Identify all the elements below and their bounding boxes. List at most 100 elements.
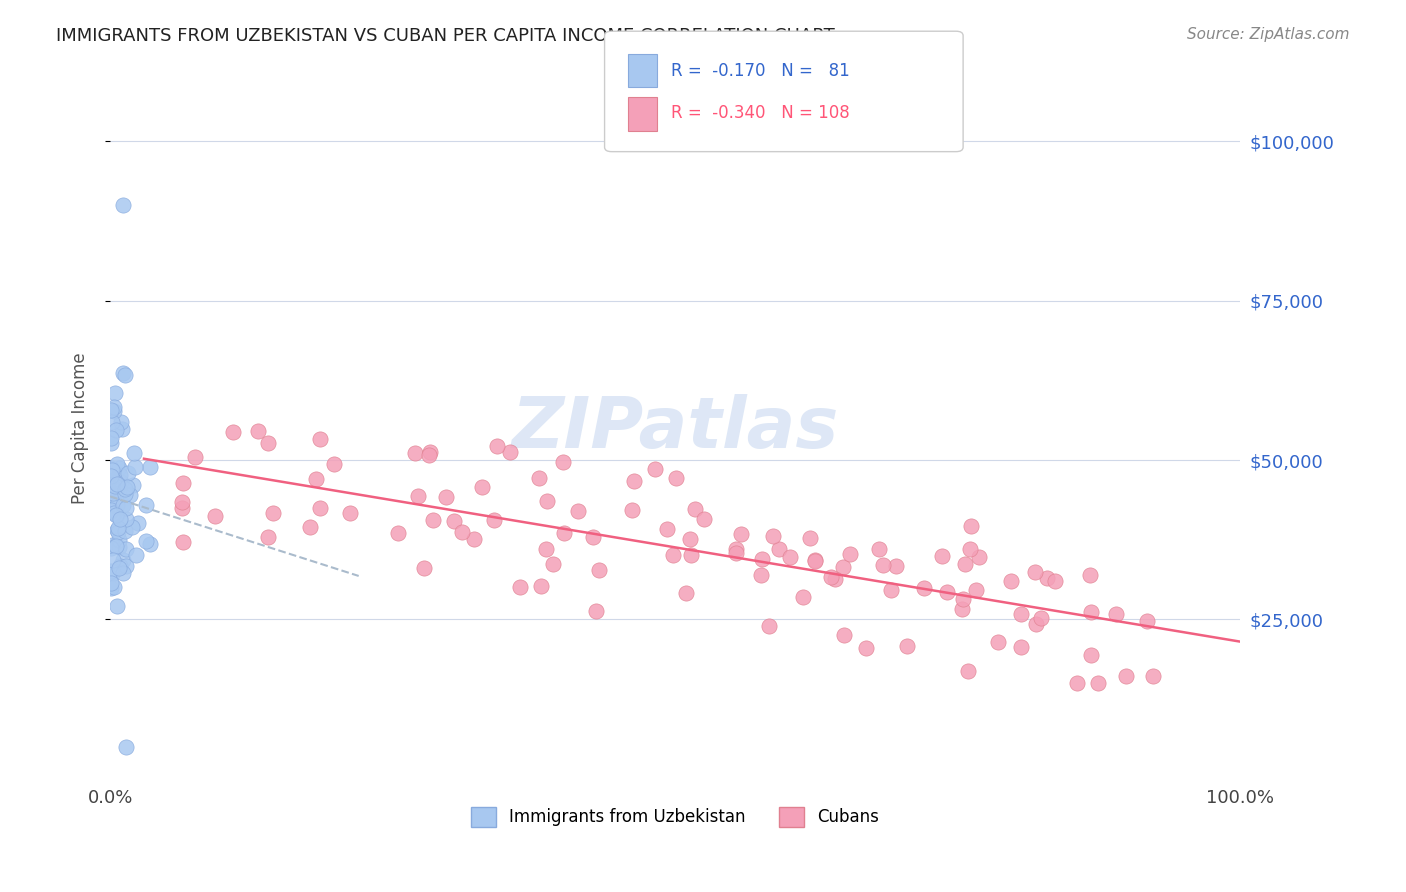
Point bbox=[108, 483, 131, 497]
Point bbox=[100, 504, 122, 518]
Point bbox=[111, 366, 134, 380]
Point bbox=[960, 519, 983, 533]
Point bbox=[257, 530, 280, 544]
Point bbox=[262, 506, 284, 520]
Point bbox=[114, 368, 136, 383]
Point bbox=[884, 558, 907, 573]
Point bbox=[751, 552, 773, 566]
Point bbox=[107, 521, 129, 535]
Point bbox=[172, 500, 194, 515]
Point bbox=[114, 524, 136, 538]
Point bbox=[105, 458, 128, 472]
Point bbox=[896, 640, 918, 654]
Point bbox=[536, 542, 558, 557]
Point bbox=[108, 558, 131, 573]
Point bbox=[100, 431, 122, 445]
Point bbox=[543, 557, 565, 571]
Point bbox=[101, 481, 124, 495]
Point bbox=[527, 470, 550, 484]
Point bbox=[105, 599, 128, 613]
Point bbox=[100, 564, 122, 578]
Point bbox=[463, 532, 485, 546]
Point bbox=[121, 478, 143, 492]
Point bbox=[820, 570, 842, 584]
Point bbox=[112, 566, 135, 581]
Point bbox=[115, 558, 138, 573]
Point bbox=[536, 494, 558, 508]
Point bbox=[101, 567, 124, 582]
Point bbox=[139, 537, 162, 551]
Point bbox=[114, 483, 136, 497]
Point bbox=[100, 435, 122, 450]
Point bbox=[105, 478, 128, 492]
Point bbox=[387, 525, 409, 540]
Point bbox=[482, 513, 505, 527]
Point bbox=[952, 591, 974, 606]
Point bbox=[644, 462, 666, 476]
Point bbox=[103, 474, 125, 488]
Point bbox=[115, 480, 138, 494]
Point bbox=[172, 535, 194, 549]
Point bbox=[100, 469, 122, 483]
Point bbox=[184, 450, 207, 464]
Point bbox=[257, 436, 280, 450]
Point bbox=[1080, 648, 1102, 663]
Point bbox=[1104, 607, 1126, 622]
Point bbox=[322, 457, 344, 471]
Point bbox=[100, 502, 122, 516]
Point bbox=[105, 476, 128, 491]
Point bbox=[108, 512, 131, 526]
Point bbox=[104, 539, 127, 553]
Point bbox=[956, 664, 979, 678]
Point bbox=[675, 586, 697, 600]
Point bbox=[931, 549, 953, 563]
Point bbox=[418, 448, 440, 462]
Point bbox=[105, 523, 128, 537]
Point bbox=[138, 459, 160, 474]
Point bbox=[832, 560, 855, 574]
Point bbox=[124, 460, 146, 475]
Point bbox=[127, 516, 149, 531]
Point bbox=[100, 460, 122, 475]
Point bbox=[105, 475, 128, 489]
Point bbox=[118, 488, 141, 502]
Point bbox=[135, 498, 157, 512]
Point bbox=[103, 403, 125, 417]
Point bbox=[693, 512, 716, 526]
Point bbox=[1115, 668, 1137, 682]
Point bbox=[406, 489, 429, 503]
Point bbox=[108, 541, 131, 555]
Text: R =  -0.340   N = 108: R = -0.340 N = 108 bbox=[671, 104, 849, 122]
Point bbox=[418, 444, 440, 458]
Point bbox=[792, 590, 814, 604]
Point bbox=[103, 506, 125, 520]
Point bbox=[567, 504, 589, 518]
Point bbox=[1080, 605, 1102, 619]
Text: Source: ZipAtlas.com: Source: ZipAtlas.com bbox=[1187, 27, 1350, 42]
Point bbox=[872, 558, 894, 573]
Point bbox=[499, 445, 522, 459]
Point bbox=[1024, 565, 1046, 579]
Point bbox=[1010, 607, 1032, 621]
Point bbox=[299, 520, 322, 534]
Point bbox=[678, 532, 700, 546]
Point bbox=[799, 532, 821, 546]
Point bbox=[103, 479, 125, 493]
Point bbox=[100, 415, 122, 429]
Point bbox=[100, 403, 122, 417]
Point bbox=[1087, 676, 1109, 690]
Point bbox=[443, 514, 465, 528]
Y-axis label: Per Capita Income: Per Capita Income bbox=[72, 352, 89, 504]
Point bbox=[779, 550, 801, 565]
Point bbox=[1025, 617, 1047, 632]
Point bbox=[103, 580, 125, 594]
Point bbox=[451, 525, 474, 540]
Point bbox=[553, 526, 575, 541]
Point bbox=[112, 198, 135, 212]
Point bbox=[967, 549, 990, 564]
Point bbox=[170, 495, 193, 509]
Point bbox=[103, 473, 125, 487]
Point bbox=[110, 475, 132, 489]
Point bbox=[117, 466, 139, 480]
Point bbox=[730, 526, 752, 541]
